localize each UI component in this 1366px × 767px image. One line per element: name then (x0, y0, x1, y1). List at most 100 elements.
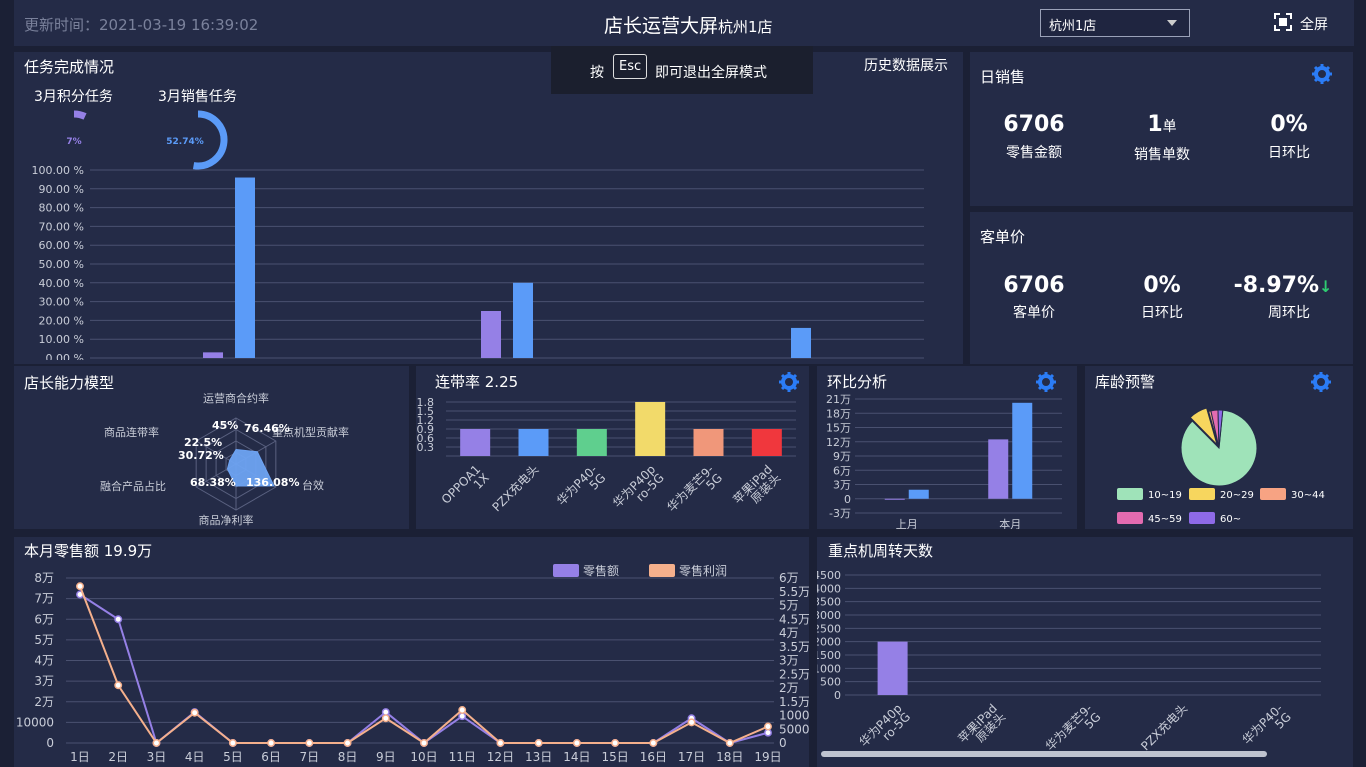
y-tick-label-right: 6万 (779, 571, 799, 585)
radar-value-label: 76.46% (244, 422, 290, 435)
unit-price-panel: 客单价 6706 客单价 0% 日环比 -8.97%↓ 周环比 (970, 212, 1353, 364)
task-bar (481, 311, 501, 358)
legend-label: 20~29 (1220, 490, 1254, 501)
radar-axis-label: 融合产品占比 (100, 479, 166, 493)
kuling-pie-chart: 10~19 20~29 30~44 45~59 60~ (1117, 407, 1325, 525)
task-bar (203, 352, 223, 358)
turnover-panel: 重点机周转天数 05001000150020002500300035004000… (817, 537, 1353, 767)
x-tick-label: PZX充电头 (1138, 701, 1191, 754)
series-point (228, 739, 237, 747)
series-point (611, 739, 620, 747)
huanbi-bar (908, 489, 929, 499)
daily-sales-panel: 日销售 6706 零售金额 1单 销售单数 0% 日环比 (970, 52, 1353, 206)
esc-key-badge: Esc (613, 54, 648, 79)
y-tick-label: 3万 (833, 479, 851, 492)
chevron-down-icon (1167, 20, 1177, 26)
y-tick-label-right: 3.5万 (779, 640, 809, 654)
liandai-title: 连带率 2.25 (435, 373, 519, 391)
y-tick-label-right: 2万 (779, 681, 799, 695)
gauge1-arc (73, 110, 87, 120)
task-gauges: 7% 52.74% (66, 110, 228, 170)
radar-axis-label: 运营商合约率 (203, 391, 269, 405)
series-point (114, 681, 123, 690)
x-tick-label: OPPOA11X (439, 462, 492, 515)
task-completion-panel: 任务完成情况 历史数据展示 3月积分任务 3月销售任务 7% 52.74% 0.0… (14, 52, 963, 364)
series-point (190, 708, 199, 717)
x-tick-label: 上月 (896, 518, 918, 529)
turnover-bar (877, 641, 908, 695)
series-point (305, 739, 314, 747)
y-tick-label: -3万 (829, 507, 851, 520)
series-point (496, 739, 505, 747)
y-tick-label-right: 5万 (779, 599, 799, 613)
gauge1-value: 7% (66, 137, 81, 147)
task-panel-title: 任务完成情况 (24, 58, 115, 76)
toast-message: 即可退出全屏模式 (655, 65, 767, 81)
liandai-bar (693, 429, 724, 456)
fullscreen-icon (1274, 13, 1292, 31)
y-tick-label: 0.3 (417, 441, 435, 454)
legend-swatch (553, 564, 579, 577)
series-point (343, 739, 352, 747)
x-tick-label: 12日 (487, 750, 514, 764)
x-tick-label: 苹果iPad原装头 (955, 701, 1008, 754)
kuling-title: 库龄预警 (1095, 373, 1156, 391)
x-tick-label: 本月 (999, 517, 1021, 529)
series-point (267, 739, 276, 747)
legend-label: 30~44 (1291, 490, 1325, 501)
y-tick-label-left: 8万 (34, 571, 54, 585)
horizontal-scrollbar[interactable] (821, 751, 1267, 757)
history-data-link[interactable]: 历史数据展示 (864, 58, 948, 74)
y-tick-label: 6万 (833, 464, 851, 477)
pie-slice (1217, 409, 1224, 449)
fullscreen-toast: 按 Esc 即可退出全屏模式 (551, 46, 813, 94)
y-tick-label: 60.00 % (39, 239, 84, 252)
huanbi-bar (1012, 402, 1033, 499)
retail-amount-label: 零售金额 (1006, 145, 1062, 161)
x-tick-label: 4日 (185, 750, 205, 764)
unit-price-daily-label: 日环比 (1141, 305, 1183, 321)
gear-icon[interactable] (779, 372, 799, 392)
store-select[interactable]: 杭州1店 (1040, 9, 1190, 37)
y-tick-label-right: 5000 (779, 722, 809, 736)
ability-model-title: 店长能力模型 (24, 374, 115, 392)
x-tick-label: 2日 (108, 750, 128, 764)
y-tick-label: 2000 (817, 636, 841, 649)
x-tick-label: 9日 (376, 750, 396, 764)
x-tick-label: 7日 (300, 750, 320, 764)
y-tick-label: 21万 (826, 393, 851, 406)
task-bar-chart: 0.00 % 10.00 % 20.00 % 30.00 % 40.00 % 50.00 … (32, 164, 924, 360)
x-tick-label: 19日 (754, 750, 781, 764)
y-tick-label-right: 4.5万 (779, 612, 809, 626)
gear-icon[interactable] (1312, 64, 1332, 84)
legend-swatch (1189, 488, 1215, 500)
series-point (725, 739, 734, 747)
legend-swatch (1117, 488, 1143, 500)
task-bar (791, 327, 811, 358)
fullscreen-label: 全屏 (1300, 17, 1328, 33)
y-tick-label: 0.6 (417, 432, 435, 445)
gear-icon[interactable] (1036, 372, 1056, 392)
huanbi-panel: 环比分析 -3万 0 3万 6万 9万 12万 15万 18万 21万 上月 本月 (817, 366, 1077, 529)
kuling-panel: 库龄预警 10~19 20~29 30~44 45~59 60~ (1085, 366, 1353, 529)
legend-swatch (649, 564, 675, 577)
legend-swatch (1260, 488, 1286, 500)
series-point (76, 582, 84, 591)
y-tick-label: 12万 (826, 436, 851, 449)
daily-ratio-value: 0% (1270, 112, 1308, 137)
huanbi-bar (988, 439, 1009, 499)
arrow-down-icon: ↓ (1319, 277, 1333, 296)
gear-icon[interactable] (1311, 372, 1331, 392)
pie-slice (1189, 407, 1218, 445)
x-tick-label: 华为P40-5G (1240, 701, 1294, 755)
y-tick-label-right: 10000 (779, 709, 809, 723)
gauge2-value: 52.74% (166, 137, 204, 147)
y-tick-label: 1000 (817, 662, 841, 675)
daily-ratio-label: 日环比 (1268, 145, 1310, 161)
unit-price-title: 客单价 (980, 228, 1026, 246)
y-tick-label-right: 0 (779, 736, 787, 750)
series-point (534, 739, 543, 747)
huanbi-title: 环比分析 (827, 373, 888, 391)
y-tick-label: 4500 (817, 569, 841, 582)
y-tick-label-right: 5.5万 (779, 585, 809, 599)
